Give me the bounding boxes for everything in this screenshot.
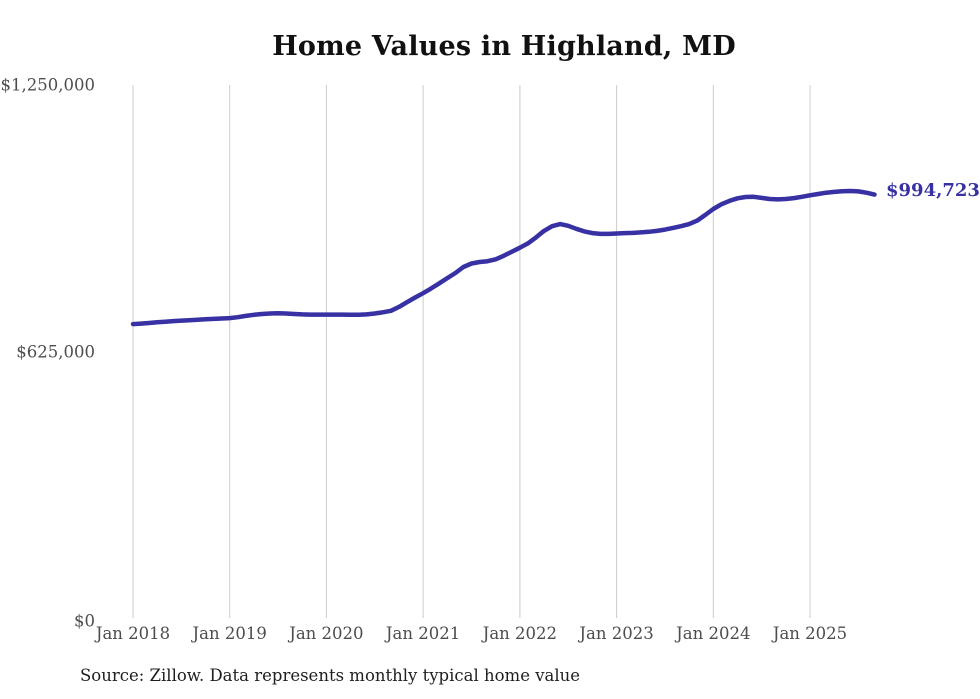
y-axis-label-625000: $625,000: [16, 342, 95, 362]
home-value-line: [130, 188, 877, 327]
y-axis-label-0: $0: [74, 611, 95, 631]
y-axis-label-1250000: $1,250,000: [0, 75, 95, 95]
source-note: Source: Zillow. Data represents monthly …: [80, 666, 581, 685]
chart-title: Home Values in Highland, MD: [272, 31, 736, 62]
latest-value-label: $994,723: [886, 180, 980, 201]
